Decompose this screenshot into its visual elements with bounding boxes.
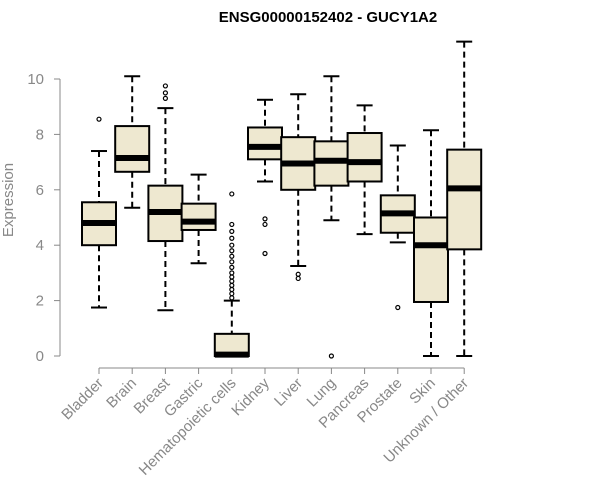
outlier-point bbox=[395, 304, 401, 311]
x-tick-label: Bladder bbox=[58, 375, 107, 424]
outlier-point bbox=[229, 295, 235, 301]
outlier-point bbox=[229, 274, 235, 280]
y-tick-label: 4 bbox=[36, 237, 44, 254]
box-prostate bbox=[379, 144, 416, 311]
outlier-point bbox=[96, 116, 102, 122]
outlier-point bbox=[295, 271, 301, 277]
box-bladder bbox=[81, 116, 117, 309]
x-tick-label: Kidney bbox=[228, 374, 273, 419]
outlier-point bbox=[229, 221, 235, 228]
outlier-point bbox=[262, 216, 268, 222]
iqr-box bbox=[446, 148, 483, 251]
outlier-point bbox=[162, 95, 168, 101]
outlier-point bbox=[229, 286, 235, 293]
box-lung bbox=[313, 75, 350, 359]
y-axis-label: Expression bbox=[0, 163, 17, 237]
outlier-point bbox=[229, 278, 235, 284]
chart-title: ENSG00000152402 - GUCY1A2 bbox=[219, 9, 437, 26]
outlier-point bbox=[229, 264, 235, 270]
outlier-point bbox=[229, 235, 235, 241]
plot-area bbox=[81, 40, 483, 359]
outlier-point bbox=[229, 248, 235, 254]
outlier-point bbox=[162, 90, 168, 96]
y-tick-label: 2 bbox=[36, 293, 44, 310]
box-hematopoietic-cells bbox=[213, 191, 250, 358]
box-brain bbox=[114, 75, 151, 209]
outlier-point bbox=[262, 221, 268, 228]
outlier-point bbox=[162, 83, 168, 89]
outlier-point bbox=[229, 228, 235, 234]
iqr-box bbox=[346, 132, 383, 183]
y-tick-label: 0 bbox=[36, 348, 44, 365]
box-skin bbox=[413, 129, 449, 357]
iqr-box bbox=[114, 125, 151, 173]
outlier-point bbox=[262, 250, 268, 257]
outlier-point bbox=[229, 282, 235, 288]
outlier-point bbox=[295, 275, 301, 282]
y-axis: 0 2 4 6 8 10 bbox=[27, 71, 61, 365]
x-tick-label: Liver bbox=[271, 375, 306, 410]
outlier-point bbox=[229, 253, 235, 259]
y-tick-label: 6 bbox=[36, 182, 44, 199]
y-tick-label: 10 bbox=[27, 71, 44, 88]
outlier-point bbox=[328, 353, 334, 359]
iqr-box bbox=[247, 126, 283, 161]
outlier-point bbox=[229, 242, 235, 248]
iqr-box bbox=[413, 216, 449, 303]
box-kidney bbox=[247, 98, 283, 257]
box-unknown-other bbox=[446, 40, 483, 357]
outlier-point bbox=[229, 191, 235, 197]
outlier-point bbox=[229, 259, 235, 265]
box-breast bbox=[147, 83, 184, 312]
outlier-point bbox=[229, 270, 235, 276]
box-liver bbox=[280, 93, 317, 282]
y-tick-label: 8 bbox=[36, 126, 44, 143]
iqr-box bbox=[180, 202, 217, 231]
box-gastric bbox=[180, 173, 217, 265]
box-pancreas bbox=[346, 104, 383, 236]
outlier-point bbox=[229, 291, 235, 297]
